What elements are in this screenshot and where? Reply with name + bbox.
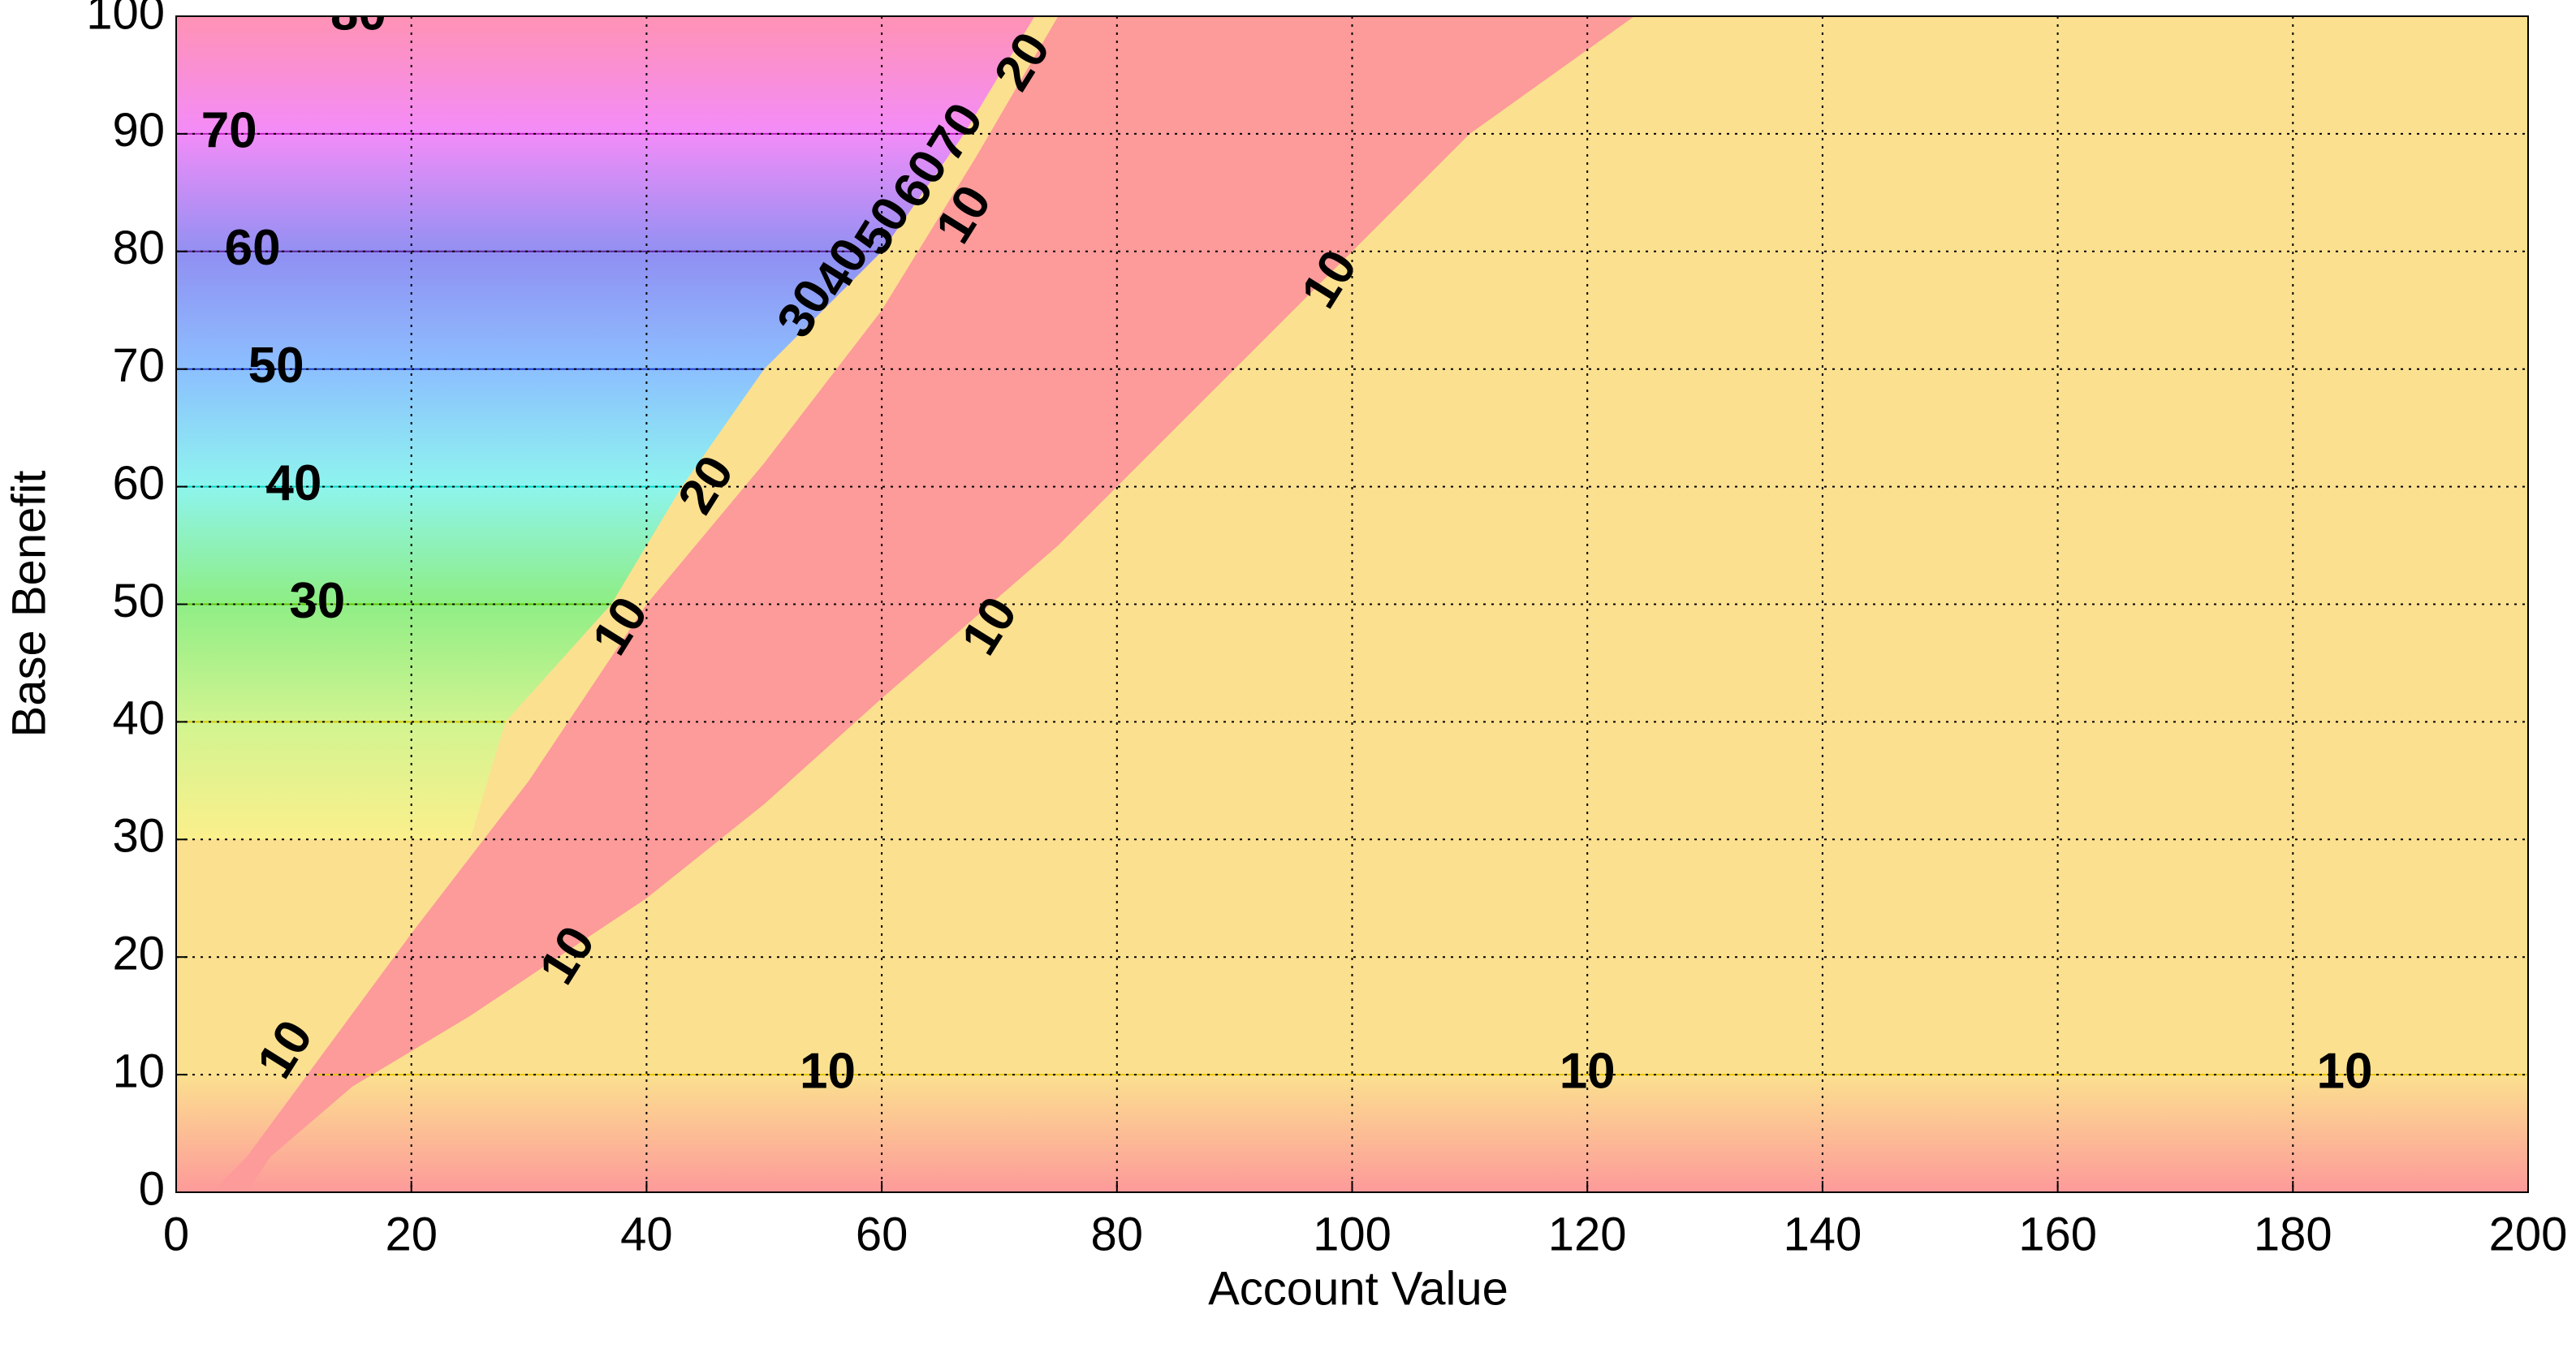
- x-tick-label: 100: [1313, 1208, 1392, 1260]
- rainbow-region: [176, 16, 1035, 840]
- contour-label: 70: [201, 102, 257, 158]
- x-tick-label: 160: [2018, 1208, 2097, 1260]
- x-tick-label: 40: [620, 1208, 673, 1260]
- y-tick-label: 0: [139, 1162, 165, 1215]
- y-tick-label: 20: [112, 928, 165, 980]
- red-region: [211, 16, 1635, 1192]
- contour-label: 80: [330, 0, 386, 41]
- y-tick-label: 50: [112, 575, 165, 627]
- y-tick-label: 10: [112, 1045, 165, 1097]
- x-axis-label: Account Value: [1208, 1262, 1508, 1315]
- x-tick-label: 80: [1091, 1208, 1144, 1260]
- y-tick-label: 40: [112, 692, 165, 745]
- contour-label: 60: [225, 220, 281, 276]
- x-tick-label: 200: [2489, 1208, 2568, 1260]
- x-tick-label: 120: [1548, 1208, 1627, 1260]
- y-tick-label: 80: [112, 222, 165, 274]
- x-tick-label: 60: [856, 1208, 908, 1260]
- bottom-band: [176, 1075, 2528, 1192]
- y-tick-label: 60: [112, 457, 165, 510]
- contour-label: 50: [248, 338, 304, 394]
- x-tick-label: 20: [385, 1208, 438, 1260]
- x-tick-label: 140: [1784, 1208, 1862, 1260]
- x-tick-label: 0: [163, 1208, 189, 1260]
- contour-label: 40: [265, 455, 321, 511]
- y-tick-label: 100: [86, 0, 165, 39]
- y-tick-label: 30: [112, 810, 165, 863]
- y-axis-label: Base Benefit: [2, 471, 55, 738]
- x-tick-label: 180: [2254, 1208, 2332, 1260]
- contour-label: 10: [800, 1043, 856, 1099]
- contour-label: 10: [2317, 1043, 2373, 1099]
- plot-area: 8070605040301010102010304050607020101010…: [176, 0, 2528, 1192]
- contour-label: 10: [1560, 1043, 1616, 1099]
- y-tick-label: 70: [112, 339, 165, 392]
- contour-label: 30: [289, 573, 345, 629]
- y-tick-label: 90: [112, 104, 165, 157]
